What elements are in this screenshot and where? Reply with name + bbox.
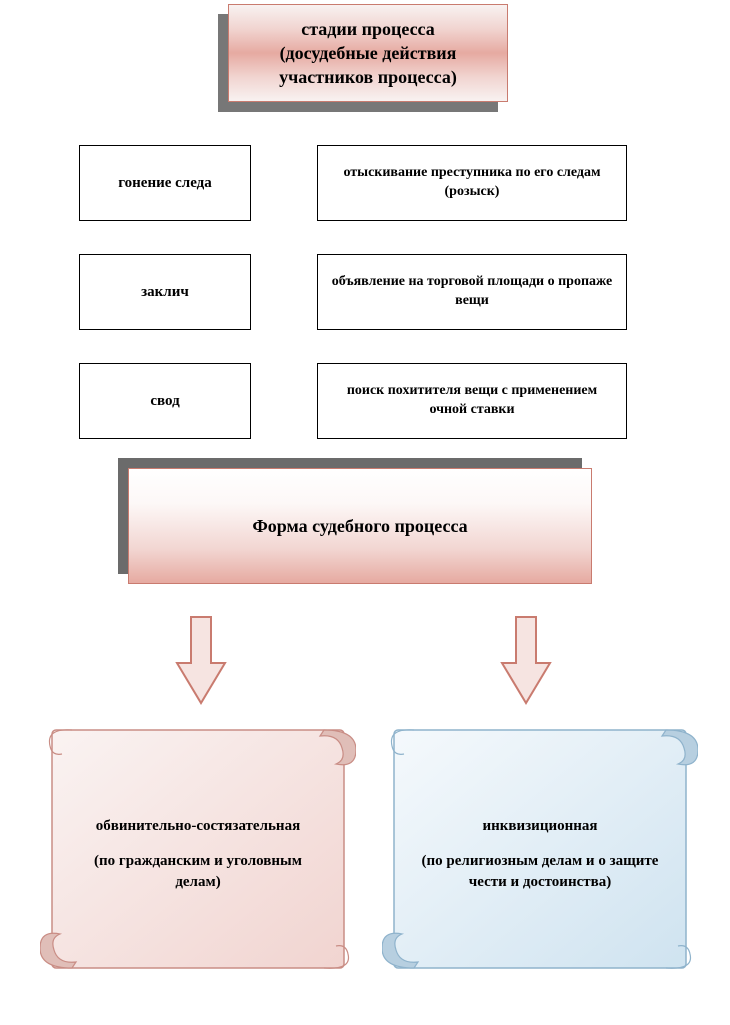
scroll-left-note: (по гражданским и уголовным делам) [70,851,326,893]
scroll-right-note: (по религиозным делам и о защите чести и… [412,851,668,893]
process-stages-header: стадии процесса (досудебные действия уча… [228,4,508,102]
header-line1: стадии процесса [279,17,457,41]
stage-2-right-text: объявление на торговой площади о пропаже… [330,273,614,311]
court-form-header: Форма судебного процесса [128,468,592,584]
arrow-right [500,615,552,695]
header-line3: участников процесса) [279,65,457,89]
stage-label-3: свод [79,363,251,439]
scroll-right-title: инквизиционная [482,816,597,837]
stage-1-left-text: гонение следа [118,173,212,193]
stage-2-left-text: заклич [141,282,189,302]
scroll-inquisitorial: инквизиционная (по религиозным делам и о… [382,720,698,988]
stage-label-1: гонение следа [79,145,251,221]
stage-desc-3: поиск похитителя вещи с применением очно… [317,363,627,439]
stage-3-right-text: поиск похитителя вещи с применением очно… [330,382,614,420]
scroll-left-title: обвинительно-состязательная [96,816,300,837]
stage-1-right-text: отыскивание преступника по его следам (р… [330,164,614,202]
arrow-left [175,615,227,695]
stage-desc-2: объявление на торговой площади о пропаже… [317,254,627,330]
scroll-accusatory: обвинительно-состязательная (по гражданс… [40,720,356,988]
form-header-text: Форма судебного процесса [252,514,467,538]
stage-desc-1: отыскивание преступника по его следам (р… [317,145,627,221]
header-line2: (досудебные действия [279,41,457,65]
stage-3-left-text: свод [150,391,179,411]
stage-label-2: заклич [79,254,251,330]
